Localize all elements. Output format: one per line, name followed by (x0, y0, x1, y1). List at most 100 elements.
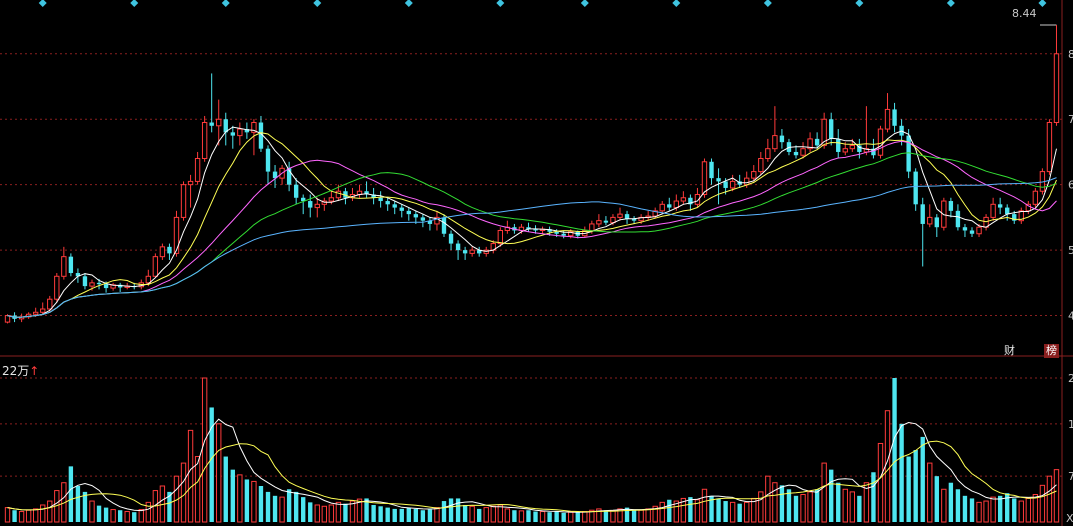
volume-bar (871, 472, 876, 522)
volume-bar (561, 512, 566, 522)
candle-body (948, 201, 954, 211)
volume-bar (413, 508, 419, 522)
candle-body (427, 220, 433, 224)
finance-badge[interactable]: 财 (1004, 344, 1015, 357)
event-marker-icon (496, 0, 505, 7)
volume-tick-label: 7 (1068, 470, 1073, 483)
volume-bar (187, 429, 194, 523)
candle-body (82, 276, 88, 287)
event-marker-icon (38, 0, 47, 7)
volume-bar (596, 508, 602, 523)
volume-bar (75, 486, 81, 522)
volume-bars[interactable] (4, 377, 1060, 523)
ma30-line (7, 152, 1057, 318)
candle-body (617, 213, 623, 218)
volume-bar (1046, 475, 1053, 523)
volume-bar (455, 498, 461, 522)
candle-body (1032, 190, 1039, 205)
volume-bar (385, 507, 390, 522)
volume-bar (490, 505, 496, 523)
candle-body (272, 171, 278, 179)
event-marker-icon (404, 0, 413, 7)
volume-bar (667, 499, 672, 522)
price-tick-label: 8 (1068, 48, 1073, 61)
candle-body (1018, 210, 1024, 222)
candle-body (765, 148, 771, 160)
volume-bar (68, 466, 74, 522)
candle-body (89, 282, 95, 287)
candle-body (497, 229, 504, 245)
candle-body (568, 231, 574, 237)
volume-bar (737, 503, 742, 522)
volume-bar (892, 378, 897, 522)
volume-bar (1018, 500, 1024, 523)
volume-bar (624, 507, 630, 522)
candle-body (631, 218, 637, 221)
volume-bar (673, 500, 680, 523)
volume-bar (582, 511, 588, 523)
volume-bar (349, 500, 356, 523)
candle-body (308, 201, 313, 208)
candle-body (477, 250, 482, 254)
volume-bar (406, 507, 411, 522)
ma60-line (7, 177, 1057, 318)
candle-body (906, 135, 911, 172)
volume-bar (779, 485, 785, 522)
candle-body (469, 249, 475, 254)
candle-body (927, 216, 933, 225)
candle-body (455, 243, 461, 251)
volume-bar (230, 469, 235, 522)
volume-bar (849, 491, 856, 523)
event-markers[interactable] (38, 0, 1047, 7)
volume-bar (807, 491, 813, 523)
candle-body (434, 216, 440, 225)
candle-body (997, 204, 1003, 208)
candle-body (723, 181, 728, 188)
volume-bar (371, 504, 376, 522)
candle-body (709, 161, 714, 179)
candle-body (230, 132, 235, 136)
candle-body (173, 216, 180, 254)
volume-bar (4, 507, 11, 523)
candle-body (884, 108, 891, 130)
candle-body (603, 220, 609, 223)
candle-body (335, 190, 342, 199)
volume-bar (18, 511, 25, 523)
candle-body (772, 135, 778, 150)
volume-bar (244, 479, 250, 522)
candle-body (547, 229, 552, 232)
candle-body (892, 109, 897, 126)
volume-bar (201, 377, 208, 523)
candle-body (1053, 53, 1060, 124)
candle-body (1046, 122, 1053, 173)
volume-bar (512, 510, 517, 522)
event-marker-icon (672, 0, 681, 7)
volume-bar (448, 498, 454, 522)
candle-body (167, 246, 172, 254)
volume-bar (969, 498, 975, 522)
bottom-tick-label: X (1066, 512, 1073, 525)
volume-bar (343, 503, 348, 522)
candle-body (328, 197, 335, 202)
volume-bar (356, 498, 363, 523)
volume-bar (652, 505, 658, 523)
volume-bar (237, 474, 243, 523)
price-tick-label: 6 (1068, 179, 1073, 192)
candle-body (716, 178, 721, 182)
volume-bar (976, 501, 982, 523)
candlestick-series[interactable] (4, 25, 1060, 324)
volume-bar (863, 482, 870, 523)
ranking-badge[interactable]: 榜 (1044, 344, 1059, 358)
candle-body (194, 158, 201, 182)
candle-body (103, 284, 109, 289)
candle-body (223, 119, 228, 133)
volume-bar (301, 497, 306, 522)
candle-body (955, 210, 961, 228)
volume-bar (814, 489, 820, 522)
volume-bar (758, 491, 764, 523)
volume-bar (103, 507, 109, 522)
volume-bar (251, 480, 257, 523)
volume-bar (857, 495, 862, 522)
candle-body (258, 122, 264, 149)
